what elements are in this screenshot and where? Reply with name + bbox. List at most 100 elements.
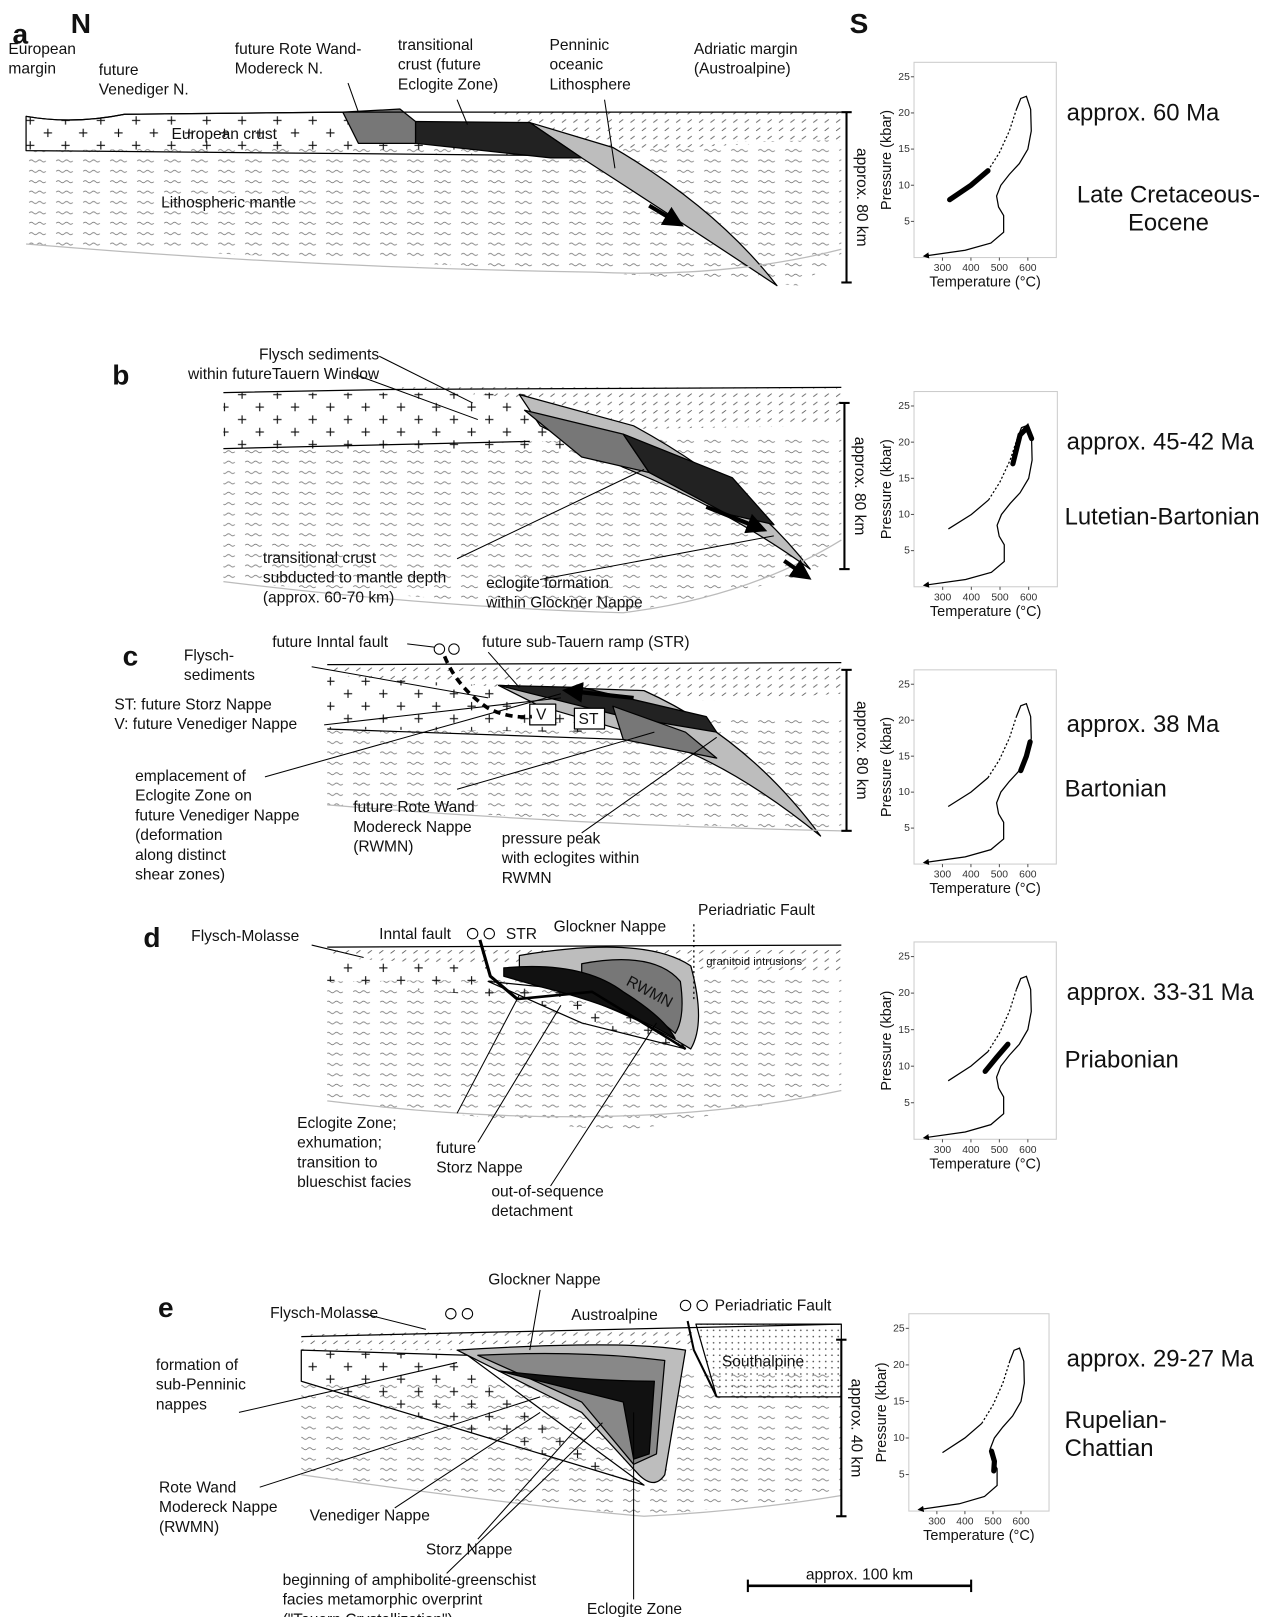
pt-x-label: Temperature (°C) <box>929 275 1040 291</box>
pt-y-label: Pressure (kbar) <box>879 110 895 210</box>
annotation: Modereck N. <box>235 61 323 78</box>
annotation: future <box>99 62 139 79</box>
annotation: future Rote Wand- <box>235 41 362 58</box>
annotation: RWMN <box>502 870 552 887</box>
stage-label: Chattian <box>1065 1435 1154 1462</box>
annotation: beginning of amphibolite-greenschist <box>283 1572 537 1589</box>
annotation: margin <box>8 61 56 78</box>
scale-label: approx. 100 km <box>806 1567 913 1584</box>
pt-y-tick-label: 25 <box>898 72 910 83</box>
annotation: future sub-Tauern ramp (STR) <box>482 634 690 651</box>
pt-y-tick-label: 15 <box>898 751 910 762</box>
pt-x-label: Temperature (°C) <box>930 604 1041 620</box>
pt-y-tick-label: 5 <box>904 546 910 557</box>
pt-y-tick-label: 5 <box>904 1098 910 1109</box>
leader-line <box>348 83 358 112</box>
panel: cfuture Inntal faultfuture sub-Tauern ra… <box>114 634 1220 897</box>
pt-x-tick-label: 300 <box>934 592 952 603</box>
annotation: future Rote Wand <box>353 799 474 816</box>
annotation: crust (future <box>398 57 481 74</box>
annotation: Modereck Nappe <box>353 819 472 836</box>
annotation: Penninic <box>549 37 609 54</box>
pt-x-tick-label: 600 <box>1019 870 1037 881</box>
pt-frame <box>914 62 1056 257</box>
pt-x-label: Temperature (°C) <box>929 1156 1040 1172</box>
panel-label: d <box>143 922 160 953</box>
depth-label: approx. 40 km <box>848 1379 865 1478</box>
pt-y-tick-label: 15 <box>893 1397 905 1408</box>
pt-path-dashed <box>989 439 1018 500</box>
pt-x-tick-label: 500 <box>991 870 1009 881</box>
pt-y-tick-label: 15 <box>898 1025 910 1036</box>
annotation: Glockner Nappe <box>488 1272 600 1289</box>
annotation: Storz Nappe <box>436 1160 523 1177</box>
panel: dFlysch-MolasseInntal faultSTRGlockner N… <box>143 902 1254 1220</box>
pt-path-highlight <box>991 1451 994 1471</box>
annotation: detachment <box>491 1203 573 1220</box>
pt-y-tick-label: 25 <box>898 401 910 412</box>
annotation: nappes <box>156 1396 207 1413</box>
pt-y-label: Pressure (kbar) <box>874 1362 890 1462</box>
age-label: approx. 60 Ma <box>1067 99 1220 126</box>
annotation: European crust <box>171 126 277 143</box>
annotation: formation of <box>156 1357 239 1374</box>
pt-path-prograde <box>948 778 988 807</box>
pt-path-prograde <box>948 500 988 529</box>
pt-y-tick-label: 25 <box>893 1323 905 1334</box>
pt-y-tick-label: 20 <box>898 108 910 119</box>
pt-frame <box>914 392 1057 587</box>
annotation: out-of-sequence <box>491 1183 603 1200</box>
pt-frame <box>909 1314 1049 1511</box>
annotation: transitional <box>398 37 473 54</box>
annotation: subducted to mantle depth <box>263 570 446 587</box>
annotation: granitoid intrusions <box>706 956 802 968</box>
annotation: Eclogite Zone) <box>398 76 498 93</box>
annotation: blueschist facies <box>297 1174 411 1191</box>
pt-x-tick-label: 600 <box>1020 592 1038 603</box>
annotation: sediments <box>184 667 255 684</box>
annotation: within Glockner Nappe <box>485 595 643 612</box>
page: N S aEuropeanmarginfutureVenediger N.fut… <box>0 0 1288 1617</box>
annotation: Periadriatic Fault <box>698 902 815 919</box>
pt-x-tick-label: 600 <box>1012 1517 1030 1528</box>
pt-path-retrograde <box>924 704 1031 863</box>
pt-y-tick-label: 15 <box>898 473 910 484</box>
annotation: Venediger N. <box>99 82 189 99</box>
annotation: Southalpine <box>722 1354 804 1371</box>
annotation: STR <box>506 926 537 943</box>
annotation: future Venediger Nappe <box>135 807 299 824</box>
annotation: Venediger Nappe <box>310 1507 430 1524</box>
annotation: European <box>8 41 76 58</box>
annotation: Lithosphere <box>549 76 630 93</box>
pt-y-tick-label: 5 <box>899 1470 905 1481</box>
pt-path-retrograde <box>919 1348 1025 1509</box>
annotation: emplacement of <box>135 768 246 785</box>
annotation: Eclogite Zone <box>587 1601 682 1617</box>
pt-x-tick-label: 600 <box>1019 263 1037 274</box>
pt-y-label: Pressure (kbar) <box>879 439 895 539</box>
pt-x-tick-label: 600 <box>1019 1145 1037 1156</box>
age-label: approx. 33-31 Ma <box>1067 979 1255 1006</box>
panel-label: c <box>123 641 139 672</box>
pt-y-tick-label: 20 <box>893 1360 905 1371</box>
figure: N S aEuropeanmarginfutureVenediger N.fut… <box>0 0 1288 1617</box>
depth-label: approx. 80 km <box>853 148 870 247</box>
annotation: (Austroalpine) <box>694 61 791 78</box>
pt-x-tick-label: 400 <box>956 1517 974 1528</box>
stage-label: Lutetian-Bartonian <box>1065 503 1260 530</box>
annotation: (RWMN) <box>353 839 413 856</box>
pt-y-tick-label: 15 <box>898 144 910 155</box>
annotation: Rote Wand <box>159 1479 236 1496</box>
pt-x-label: Temperature (°C) <box>929 881 1040 897</box>
pt-y-tick-label: 10 <box>898 787 910 798</box>
annotation: Flysch sediments <box>259 346 379 363</box>
strike-slip-symbol <box>434 644 444 654</box>
pt-x-tick-label: 500 <box>984 1517 1002 1528</box>
annotation: transition to <box>297 1154 377 1171</box>
annotation: within futureTauern Window <box>187 366 380 383</box>
annotation: Glockner Nappe <box>554 919 666 936</box>
pt-y-tick-label: 5 <box>904 823 910 834</box>
panel-label: b <box>112 359 129 390</box>
pt-x-tick-label: 400 <box>962 870 980 881</box>
pt-y-tick-label: 10 <box>893 1433 905 1444</box>
